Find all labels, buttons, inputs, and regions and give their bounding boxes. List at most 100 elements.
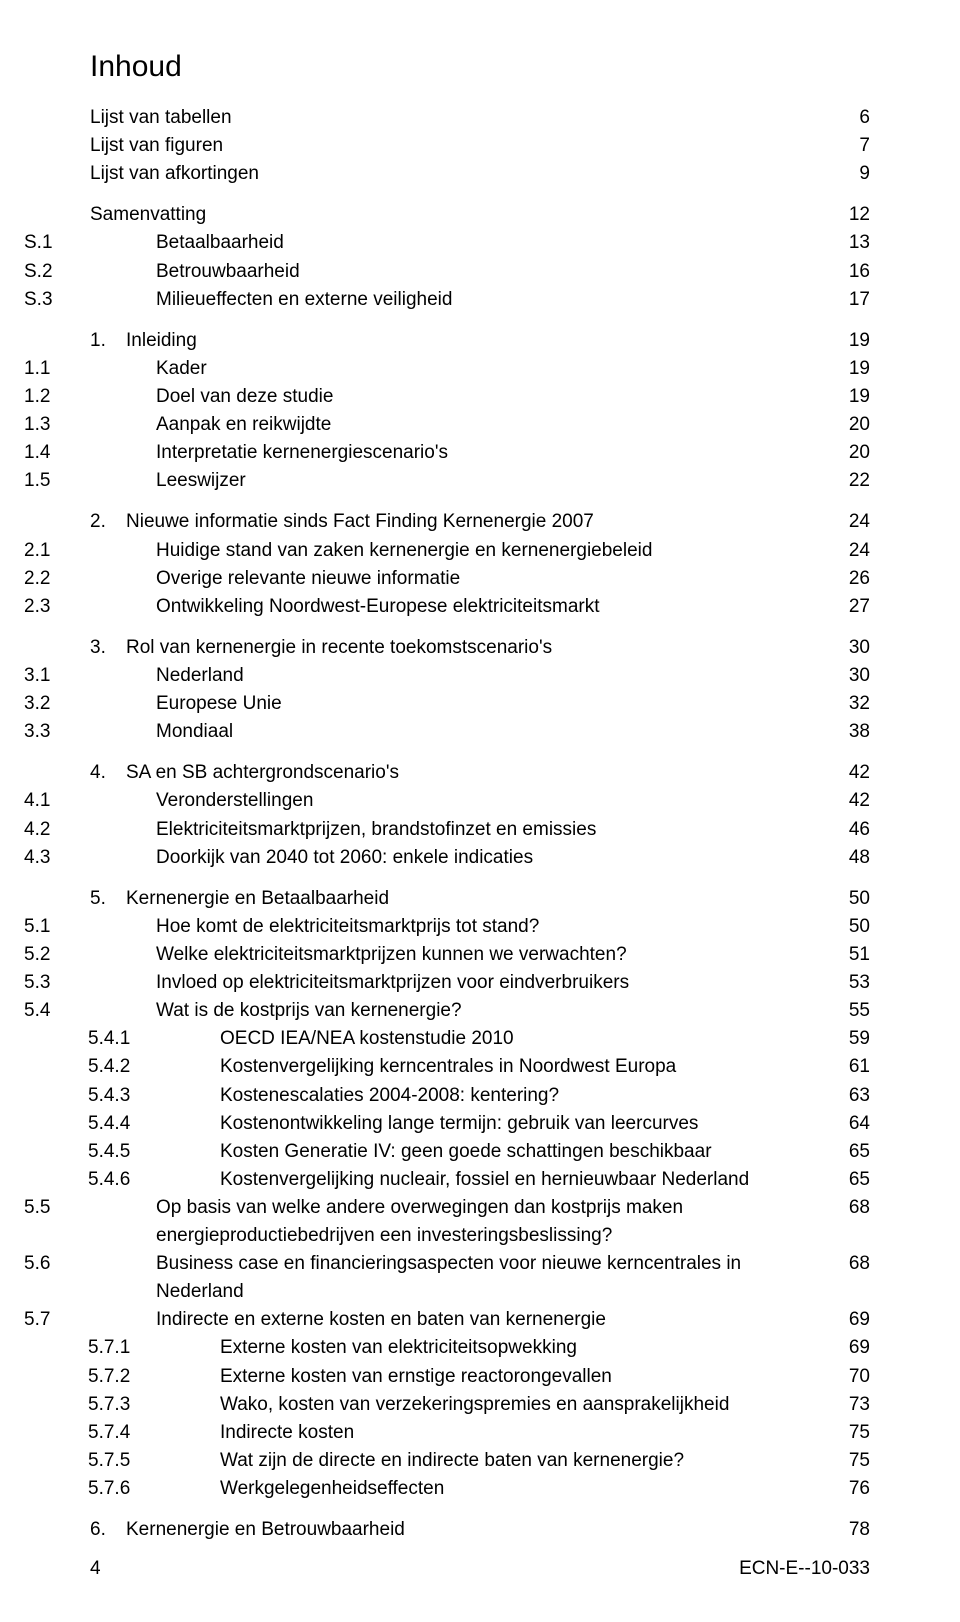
toc-entry-label: 5.7.1Externe kosten van elektriciteitsop…	[90, 1334, 824, 1362]
toc-entry-number: 5.	[90, 885, 126, 913]
toc-entry-label: 4.2Elektriciteitsmarktprijzen, brandstof…	[90, 816, 824, 844]
toc-entry-number: S.1	[90, 229, 156, 257]
footer-document-id: ECN-E--10-033	[739, 1558, 870, 1580]
toc-entry-label: 5.4Wat is de kostprijs van kernenergie?	[90, 997, 824, 1025]
toc-entry-label: 4.3Doorkijk van 2040 tot 2060: enkele in…	[90, 844, 824, 872]
toc-entry: 2.3Ontwikkeling Noordwest-Europese elekt…	[90, 593, 870, 621]
toc-entry-number: 5.4.4	[154, 1110, 220, 1138]
toc-entry: Lijst van tabellen6	[90, 104, 870, 132]
toc-entry-number: 5.4.5	[154, 1138, 220, 1166]
toc-entry-page: 53	[824, 969, 870, 997]
toc-entry: 5.4.5Kosten Generatie IV: geen goede sch…	[90, 1138, 870, 1166]
toc-entry-page: 69	[824, 1306, 870, 1334]
toc-entry-number: 4.3	[90, 844, 156, 872]
toc-entry: 2.Nieuwe informatie sinds Fact Finding K…	[90, 508, 870, 536]
toc-entry: 5.7.6Werkgelegenheidseffecten76	[90, 1475, 870, 1503]
toc-entry: 5.4Wat is de kostprijs van kernenergie?5…	[90, 997, 870, 1025]
toc-entry-page: 16	[824, 258, 870, 286]
toc-entry-label: 5.2Welke elektriciteitsmarktprijzen kunn…	[90, 941, 824, 969]
toc-entry: 2.1Huidige stand van zaken kernenergie e…	[90, 537, 870, 565]
toc-entry-page: 22	[824, 467, 870, 495]
toc-entry-label: 3.3Mondiaal	[90, 718, 824, 746]
toc-entry-number: 5.7.1	[154, 1334, 220, 1362]
toc-entry: 5.5Op basis van welke andere overweginge…	[90, 1194, 870, 1250]
toc-entry-label: 1.5Leeswijzer	[90, 467, 824, 495]
toc-entry-page: 75	[824, 1419, 870, 1447]
toc-entry-page: 24	[824, 537, 870, 565]
toc-entry-page: 19	[824, 383, 870, 411]
toc-entry: 5.7Indirecte en externe kosten en baten …	[90, 1306, 870, 1334]
toc-entry-page: 64	[824, 1110, 870, 1138]
toc-entry-label: 1.4Interpretatie kernenergiescenario's	[90, 439, 824, 467]
toc-entry-page: 7	[824, 132, 870, 160]
toc-entry-page: 20	[824, 439, 870, 467]
toc-entry-label: 2.Nieuwe informatie sinds Fact Finding K…	[90, 508, 824, 536]
toc-entry-label: 2.2Overige relevante nieuwe informatie	[90, 565, 824, 593]
toc-entry-page: 51	[824, 941, 870, 969]
toc-entry-page: 50	[824, 913, 870, 941]
toc-entry-page: 26	[824, 565, 870, 593]
toc-entry-label: 3.Rol van kernenergie in recente toekoms…	[90, 634, 824, 662]
toc-entry-page: 30	[824, 634, 870, 662]
toc-entry-page: 13	[824, 229, 870, 257]
toc-entry-number: 5.4.6	[154, 1166, 220, 1194]
toc-entry-page: 68	[824, 1194, 870, 1250]
toc-entry-page: 19	[824, 327, 870, 355]
toc-entry-number: 5.2	[90, 941, 156, 969]
toc-entry-page: 63	[824, 1082, 870, 1110]
toc-entry-label: 5.1Hoe komt de elektriciteitsmarktprijs …	[90, 913, 824, 941]
toc-entry-label: 5.5Op basis van welke andere overweginge…	[90, 1194, 824, 1250]
toc-entry-label: 5.4.5Kosten Generatie IV: geen goede sch…	[90, 1138, 824, 1166]
toc-entry: Lijst van figuren7	[90, 132, 870, 160]
toc-entry: 4.1Veronderstellingen42	[90, 787, 870, 815]
toc-entry: 5.6Business case en financieringsaspecte…	[90, 1250, 870, 1306]
toc-entry-number: 1.3	[90, 411, 156, 439]
toc-entry: 5.7.3Wako, kosten van verzekeringspremie…	[90, 1391, 870, 1419]
toc-entry-number: 1.5	[90, 467, 156, 495]
toc-entry-page: 32	[824, 690, 870, 718]
document-title: Inhoud	[90, 50, 870, 84]
toc-entry: Samenvatting12	[90, 201, 870, 229]
toc-entry: 5.4.3Kostenescalaties 2004-2008: kenteri…	[90, 1082, 870, 1110]
toc-entry-label: 5.Kernenergie en Betaalbaarheid	[90, 885, 824, 913]
toc-entry: 5.2Welke elektriciteitsmarktprijzen kunn…	[90, 941, 870, 969]
toc-entry: S.1Betaalbaarheid13	[90, 229, 870, 257]
table-of-contents: Lijst van tabellen6Lijst van figuren7Lij…	[90, 104, 870, 1544]
toc-entry: 1.4Interpretatie kernenergiescenario's20	[90, 439, 870, 467]
toc-entry: S.3Milieueffecten en externe veiligheid1…	[90, 286, 870, 314]
toc-entry-label: 5.7.3Wako, kosten van verzekeringspremie…	[90, 1391, 824, 1419]
toc-entry-page: 59	[824, 1025, 870, 1053]
toc-entry: 5.4.4Kostenontwikkeling lange termijn: g…	[90, 1110, 870, 1138]
toc-entry-page: 69	[824, 1334, 870, 1362]
toc-entry-page: 70	[824, 1363, 870, 1391]
toc-entry: 5.7.1Externe kosten van elektriciteitsop…	[90, 1334, 870, 1362]
toc-entry-page: 65	[824, 1138, 870, 1166]
toc-entry-number: 1.4	[90, 439, 156, 467]
toc-entry-page: 75	[824, 1447, 870, 1475]
toc-entry-page: 17	[824, 286, 870, 314]
toc-entry: 4.3Doorkijk van 2040 tot 2060: enkele in…	[90, 844, 870, 872]
toc-entry-number: 2.3	[90, 593, 156, 621]
toc-entry-label: 3.1Nederland	[90, 662, 824, 690]
toc-entry: 3.2Europese Unie32	[90, 690, 870, 718]
toc-entry-label: 5.6Business case en financieringsaspecte…	[90, 1250, 824, 1306]
toc-entry-number: S.3	[90, 286, 156, 314]
toc-entry-label: 1.3Aanpak en reikwijdte	[90, 411, 824, 439]
toc-entry-number: 5.4.3	[154, 1082, 220, 1110]
toc-entry-label: 5.4.3Kostenescalaties 2004-2008: kenteri…	[90, 1082, 824, 1110]
toc-entry-number: S.2	[90, 258, 156, 286]
toc-entry-label: 5.4.4Kostenontwikkeling lange termijn: g…	[90, 1110, 824, 1138]
toc-entry: 5.4.1OECD IEA/NEA kostenstudie 201059	[90, 1025, 870, 1053]
toc-entry: 5.4.6Kostenvergelijking nucleair, fossie…	[90, 1166, 870, 1194]
toc-entry-page: 24	[824, 508, 870, 536]
toc-entry-number: 4.1	[90, 787, 156, 815]
toc-entry-label: 5.4.1OECD IEA/NEA kostenstudie 2010	[90, 1025, 824, 1053]
toc-entry-number: 5.7.4	[154, 1419, 220, 1447]
toc-entry-number: 5.4.2	[154, 1053, 220, 1081]
toc-entry: 2.2Overige relevante nieuwe informatie26	[90, 565, 870, 593]
toc-entry: 1.3Aanpak en reikwijdte20	[90, 411, 870, 439]
toc-entry: S.2Betrouwbaarheid16	[90, 258, 870, 286]
toc-entry-label: 5.4.6Kostenvergelijking nucleair, fossie…	[90, 1166, 824, 1194]
toc-entry-number: 3.1	[90, 662, 156, 690]
toc-entry: 5.Kernenergie en Betaalbaarheid50	[90, 885, 870, 913]
